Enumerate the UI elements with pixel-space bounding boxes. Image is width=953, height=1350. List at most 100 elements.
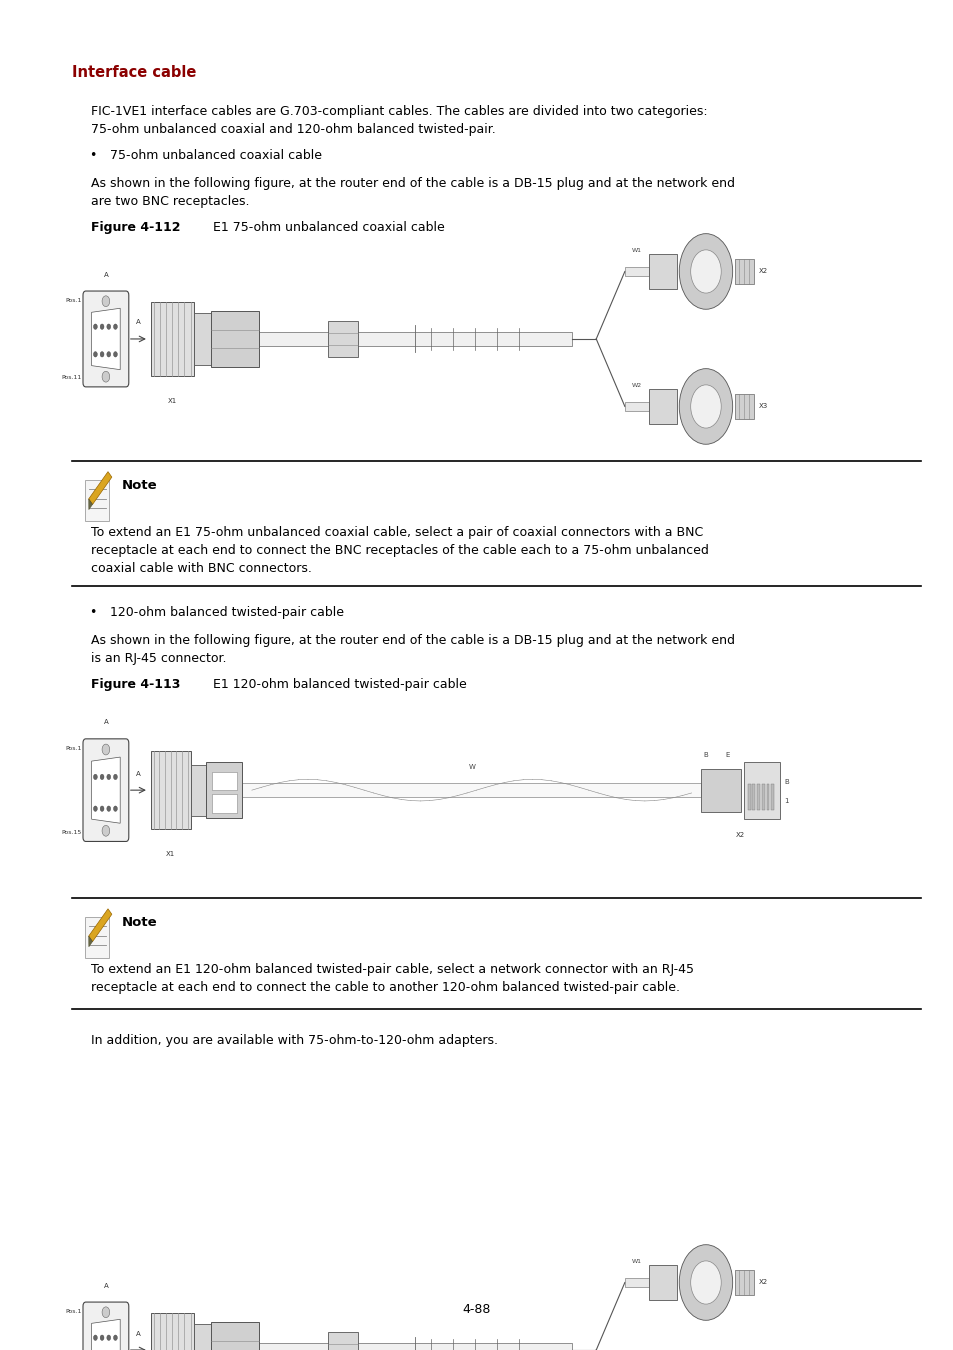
Circle shape xyxy=(93,1335,97,1341)
Bar xyxy=(193,313,211,364)
Bar xyxy=(734,394,753,418)
Bar xyxy=(258,1343,572,1350)
Bar xyxy=(734,259,753,284)
Text: X1: X1 xyxy=(168,398,176,404)
Circle shape xyxy=(690,250,720,293)
Text: W2: W2 xyxy=(631,383,641,389)
Text: X2: X2 xyxy=(736,832,744,838)
Circle shape xyxy=(100,324,104,329)
Text: B: B xyxy=(783,779,788,784)
Text: X1: X1 xyxy=(166,850,175,857)
Text: Figure 4-112: Figure 4-112 xyxy=(91,221,180,234)
Circle shape xyxy=(102,296,110,306)
Circle shape xyxy=(107,774,111,779)
Circle shape xyxy=(107,1335,111,1341)
Text: To extend an E1 75-ohm unbalanced coaxial cable, select a pair of coaxial connec: To extend an E1 75-ohm unbalanced coaxia… xyxy=(91,525,708,575)
Text: 4-88: 4-88 xyxy=(462,1303,491,1316)
Bar xyxy=(752,784,755,810)
Bar xyxy=(327,321,357,356)
Polygon shape xyxy=(91,1319,120,1350)
Circle shape xyxy=(679,234,732,309)
Circle shape xyxy=(679,369,732,444)
Bar xyxy=(747,784,750,810)
Text: A: A xyxy=(136,320,140,325)
Bar xyxy=(648,254,677,289)
Bar xyxy=(191,764,206,815)
Circle shape xyxy=(100,774,104,779)
Circle shape xyxy=(113,774,117,779)
Text: A: A xyxy=(104,720,108,725)
Circle shape xyxy=(100,806,104,811)
Text: Interface cable: Interface cable xyxy=(71,65,195,80)
Circle shape xyxy=(100,1335,104,1341)
Text: A: A xyxy=(104,1282,108,1288)
Circle shape xyxy=(113,1335,117,1341)
Bar xyxy=(151,1312,193,1350)
Bar xyxy=(700,768,740,811)
Polygon shape xyxy=(89,909,112,941)
Text: W1: W1 xyxy=(631,248,641,254)
Bar xyxy=(734,1270,753,1295)
Text: •: • xyxy=(89,148,96,162)
Bar xyxy=(648,1265,677,1300)
Bar xyxy=(766,784,769,810)
Text: As shown in the following figure, at the router end of the cable is a DB-15 plug: As shown in the following figure, at the… xyxy=(91,634,734,666)
Bar xyxy=(757,784,760,810)
Circle shape xyxy=(113,806,117,811)
Bar xyxy=(770,784,774,810)
FancyBboxPatch shape xyxy=(83,1301,129,1350)
Circle shape xyxy=(93,324,97,329)
FancyBboxPatch shape xyxy=(83,738,129,841)
Polygon shape xyxy=(91,308,120,370)
Text: Note: Note xyxy=(122,478,157,491)
Text: Note: Note xyxy=(122,915,157,929)
FancyBboxPatch shape xyxy=(83,292,129,387)
Bar xyxy=(624,267,648,277)
Bar xyxy=(327,1332,357,1350)
Circle shape xyxy=(102,371,110,382)
Circle shape xyxy=(102,1307,110,1318)
Bar xyxy=(211,310,258,367)
Circle shape xyxy=(93,774,97,779)
Text: E: E xyxy=(724,752,729,757)
Circle shape xyxy=(102,825,110,836)
Circle shape xyxy=(107,324,111,329)
Bar xyxy=(743,761,780,818)
Text: 75-ohm unbalanced coaxial cable: 75-ohm unbalanced coaxial cable xyxy=(110,148,321,162)
Text: 120-ohm balanced twisted-pair cable: 120-ohm balanced twisted-pair cable xyxy=(110,606,343,620)
Text: Figure 4-113: Figure 4-113 xyxy=(91,678,180,691)
Circle shape xyxy=(679,1245,732,1320)
Text: W1: W1 xyxy=(631,1260,641,1264)
Text: E1 75-ohm unbalanced coaxial cable: E1 75-ohm unbalanced coaxial cable xyxy=(209,221,444,234)
Text: Pos.1: Pos.1 xyxy=(66,298,82,302)
Circle shape xyxy=(690,385,720,428)
Text: W: W xyxy=(468,764,475,769)
Polygon shape xyxy=(91,757,120,823)
Text: In addition, you are available with 75-ohm-to-120-ohm adapters.: In addition, you are available with 75-o… xyxy=(91,1034,497,1046)
Bar xyxy=(151,751,191,829)
Text: Pos.1: Pos.1 xyxy=(66,745,82,751)
Circle shape xyxy=(107,351,111,356)
Circle shape xyxy=(113,324,117,329)
Text: FIC-1VE1 interface cables are G.703-compliant cables. The cables are divided int: FIC-1VE1 interface cables are G.703-comp… xyxy=(91,105,706,136)
Text: Pos.15: Pos.15 xyxy=(62,830,82,834)
Bar xyxy=(242,783,700,796)
Circle shape xyxy=(93,806,97,811)
Polygon shape xyxy=(89,936,92,946)
Circle shape xyxy=(690,1261,720,1304)
Polygon shape xyxy=(89,500,92,510)
Bar xyxy=(151,302,193,377)
Bar xyxy=(212,794,236,813)
Bar xyxy=(648,389,677,424)
Text: B: B xyxy=(702,752,707,757)
Bar xyxy=(624,402,648,412)
Text: E1 120-ohm balanced twisted-pair cable: E1 120-ohm balanced twisted-pair cable xyxy=(209,678,466,691)
Circle shape xyxy=(107,806,111,811)
FancyBboxPatch shape xyxy=(85,479,109,521)
Text: Pos.1: Pos.1 xyxy=(66,1310,82,1314)
Circle shape xyxy=(102,744,110,755)
Circle shape xyxy=(113,351,117,356)
Bar xyxy=(624,1277,648,1288)
Bar xyxy=(193,1324,211,1350)
Text: To extend an E1 120-ohm balanced twisted-pair cable, select a network connector : To extend an E1 120-ohm balanced twisted… xyxy=(91,963,693,994)
